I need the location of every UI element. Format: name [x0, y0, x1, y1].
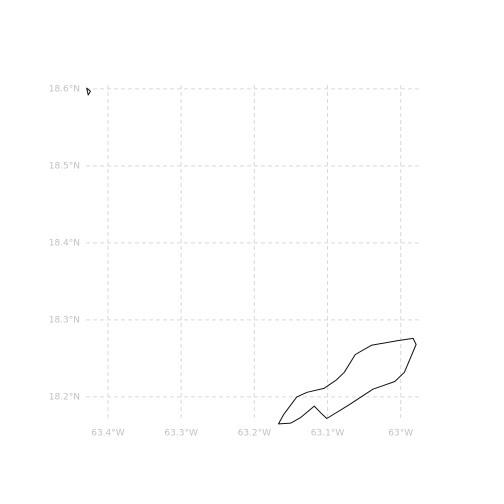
lat-tick-label: 18.6°N	[49, 84, 80, 94]
latitude-tick-labels: 18.6°N 18.5°N 18.4°N 18.3°N 18.2°N	[49, 84, 80, 402]
lon-tick-label: 63°W	[388, 429, 413, 439]
lat-tick-label: 18.4°N	[49, 238, 80, 248]
lat-tick-label: 18.5°N	[49, 161, 80, 171]
lon-tick-label: 63.2°W	[238, 429, 272, 439]
sombrero-islet-outline	[86, 87, 91, 96]
lat-tick-label: 18.3°N	[49, 315, 80, 325]
coastlines	[86, 87, 417, 425]
lon-tick-label: 63.4°W	[91, 429, 125, 439]
lat-tick-label: 18.2°N	[49, 392, 80, 402]
lon-tick-label: 63.1°W	[311, 429, 345, 439]
gridlines	[86, 85, 419, 420]
anguilla-main-island-outline	[278, 337, 417, 425]
lon-tick-label: 63.3°W	[164, 429, 198, 439]
longitude-tick-labels: 63.4°W 63.3°W 63.2°W 63.1°W 63°W	[91, 429, 413, 439]
